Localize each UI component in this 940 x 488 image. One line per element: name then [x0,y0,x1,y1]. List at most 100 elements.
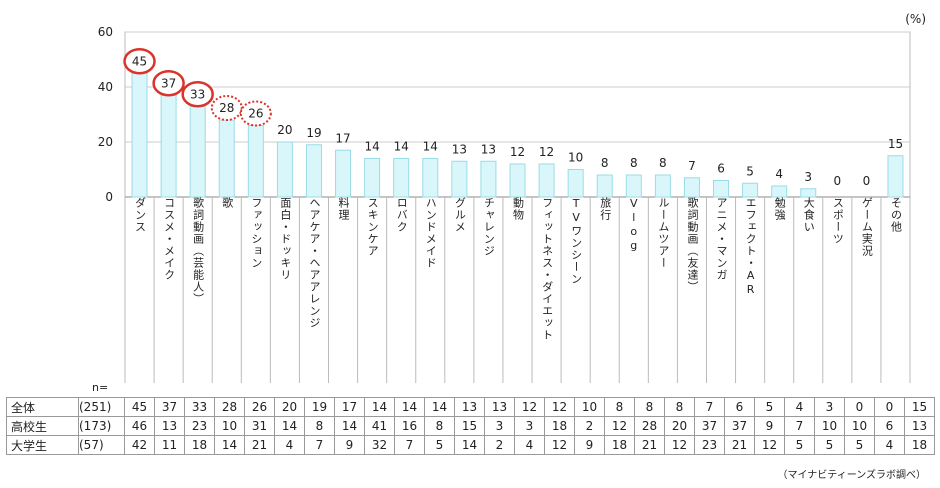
table-cell: 5 [784,435,815,455]
sample-size: (251) [78,397,125,417]
category-label: Vlog [627,197,641,253]
table-cell: 4 [514,435,545,455]
table-cell: 4 [274,435,305,455]
highlight-circle [123,48,156,75]
y-tick-label: 0 [105,190,113,204]
category-label: ゲーム実況 [860,197,874,257]
category-label: ヘアケア・ヘアアレンジ [307,197,321,329]
table-cell: 18 [604,435,635,455]
value-label: 0 [863,174,871,188]
sample-size: (57) [78,435,125,455]
bar [160,94,177,198]
group-label: 大学生 [6,435,79,455]
table-cell: 5 [814,435,845,455]
unit-label: (%) [905,12,926,26]
table-cell: 7 [784,416,815,436]
table-cell: 41 [364,416,395,436]
table-cell: 9 [754,416,785,436]
table-cell: 9 [334,435,365,455]
value-label: 15 [888,137,903,151]
table-cell: 17 [334,397,365,417]
table-cell: 10 [574,397,605,417]
data-table: 全体 (251) 45 37 33 28 26 20 19 17 14 14 14 13 13 12 12 10 8… [6,397,935,455]
value-label: 14 [364,140,379,154]
table-cell: 2 [484,435,515,455]
value-label: 20 [277,123,292,137]
value-label: 12 [510,145,525,159]
bar [335,149,352,198]
table-cell: 42 [124,435,155,455]
table-cell: 33 [184,397,215,417]
table-row: 全体 (251) 45 37 33 28 26 20 19 17 14 14 14 13 13 12 12 10 8… [6,397,935,417]
table-cell: 26 [244,397,275,417]
category-label: その他 [889,197,903,233]
category-label: フィットネス・ダイエット [540,197,554,341]
table-cell: 16 [394,416,425,436]
bar [218,119,235,198]
table-cell: 14 [334,416,365,436]
bar [538,163,555,198]
highlight-circle [210,95,243,121]
bar [480,160,497,198]
table-row: 大学生 (57) 42 11 18 14 21 4 7 9 32 7 5 14 2 4 12 9 18 21 12 23 2… [6,435,935,455]
category-label: ロバク [395,197,409,233]
category-label: エフェクト・AR [744,197,758,297]
bar [771,185,788,198]
table-cell: 13 [484,397,515,417]
source-note: （マイナビティーンズラボ調べ） [777,470,927,481]
bar [596,174,613,198]
value-label: 37 [161,76,176,90]
category-label: コスメ・メイク [162,197,176,281]
bar [713,180,730,198]
table-cell: 13 [904,416,935,436]
bar [189,105,206,198]
group-label: 全体 [6,397,79,417]
bar [131,72,148,198]
value-label: 7 [688,159,696,173]
table-cell: 18 [184,435,215,455]
table-cell: 8 [604,397,635,417]
category-label: アニメ・マンガ [715,197,729,281]
bar [742,182,759,198]
table-cell: 14 [394,397,425,417]
table-cell: 8 [664,397,695,417]
table-cell: 14 [364,397,395,417]
table-cell: 3 [514,416,545,436]
bar [800,188,817,198]
table-cell: 37 [154,397,185,417]
table-cell: 32 [364,435,395,455]
table-cell: 6 [874,416,905,436]
table-cell: 7 [304,435,335,455]
value-label: 4 [775,167,783,181]
table-cell: 21 [724,435,755,455]
category-label: ダンス [133,197,147,233]
bar [625,174,642,198]
table-cell: 5 [754,397,785,417]
table-cell: 46 [124,416,155,436]
table-cell: 13 [154,416,185,436]
table-cell: 0 [844,397,875,417]
table-cell: 12 [544,435,575,455]
table-cell: 13 [454,397,485,417]
table-cell: 10 [844,416,875,436]
value-label: 10 [568,151,583,165]
table-cell: 4 [784,397,815,417]
category-label: 歌 [220,197,234,209]
bar [276,141,293,198]
table-cell: 18 [904,435,935,455]
table-cell: 11 [154,435,185,455]
category-label: チャレンジ [482,197,496,257]
table-cell: 21 [634,435,665,455]
value-label: 3 [804,170,812,184]
table-cell: 28 [214,397,245,417]
table-cell: 12 [664,435,695,455]
value-label: 8 [630,156,638,170]
table-cell: 37 [724,416,755,436]
table-cell: 7 [394,435,425,455]
value-label: 33 [190,87,205,101]
category-label: 大食い [802,197,816,233]
table-cell: 45 [124,397,155,417]
value-label: 13 [481,142,496,156]
table-cell: 4 [874,435,905,455]
